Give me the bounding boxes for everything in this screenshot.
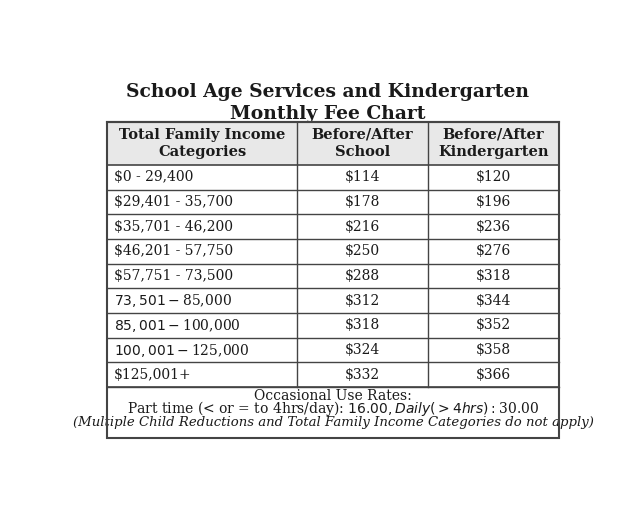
Text: $250: $250	[345, 244, 380, 259]
Text: $318: $318	[476, 269, 511, 283]
Text: $178: $178	[344, 195, 380, 209]
Text: $46,201 - 57,750: $46,201 - 57,750	[114, 244, 233, 259]
Text: $73,501 - $85,000: $73,501 - $85,000	[114, 292, 232, 309]
Text: Before/After
Kindergarten: Before/After Kindergarten	[438, 128, 548, 159]
Text: $324: $324	[345, 343, 380, 357]
Text: $332: $332	[345, 368, 380, 382]
Text: $114: $114	[344, 171, 380, 184]
Text: $85,001 - $100,000: $85,001 - $100,000	[114, 317, 241, 334]
Text: $0 - 29,400: $0 - 29,400	[114, 171, 193, 184]
Text: Before/After
School: Before/After School	[312, 128, 413, 159]
Text: School Age Services and Kindergarten
Monthly Fee Chart: School Age Services and Kindergarten Mon…	[127, 82, 529, 123]
Text: $344: $344	[476, 294, 511, 308]
Text: $100,001 - $125,000: $100,001 - $125,000	[114, 342, 249, 359]
Text: $318: $318	[345, 319, 380, 332]
Text: $35,701 - 46,200: $35,701 - 46,200	[114, 220, 233, 234]
Text: $125,001+: $125,001+	[114, 368, 191, 382]
Text: $236: $236	[476, 220, 511, 234]
Bar	[108, 122, 559, 438]
Bar	[108, 122, 559, 165]
Text: $276: $276	[476, 244, 511, 259]
Text: $29,401 - 35,700: $29,401 - 35,700	[114, 195, 233, 209]
Text: Occasional Use Rates:: Occasional Use Rates:	[254, 389, 412, 403]
Text: $216: $216	[345, 220, 380, 234]
Text: $120: $120	[476, 171, 511, 184]
Text: $57,751 - 73,500: $57,751 - 73,500	[114, 269, 233, 283]
Text: (Multiple Child Reductions and Total Family Income Categories do not apply): (Multiple Child Reductions and Total Fam…	[72, 416, 593, 429]
Text: $288: $288	[345, 269, 380, 283]
Text: $358: $358	[476, 343, 511, 357]
Text: Part time (< or = to 4hrs/day): $16.00, Daily (> 4hrs): $30.00: Part time (< or = to 4hrs/day): $16.00, …	[127, 399, 539, 418]
Text: $352: $352	[476, 319, 511, 332]
Text: $366: $366	[476, 368, 511, 382]
Text: $312: $312	[345, 294, 380, 308]
Text: Total Family Income
Categories: Total Family Income Categories	[119, 128, 285, 159]
Text: $196: $196	[476, 195, 511, 209]
